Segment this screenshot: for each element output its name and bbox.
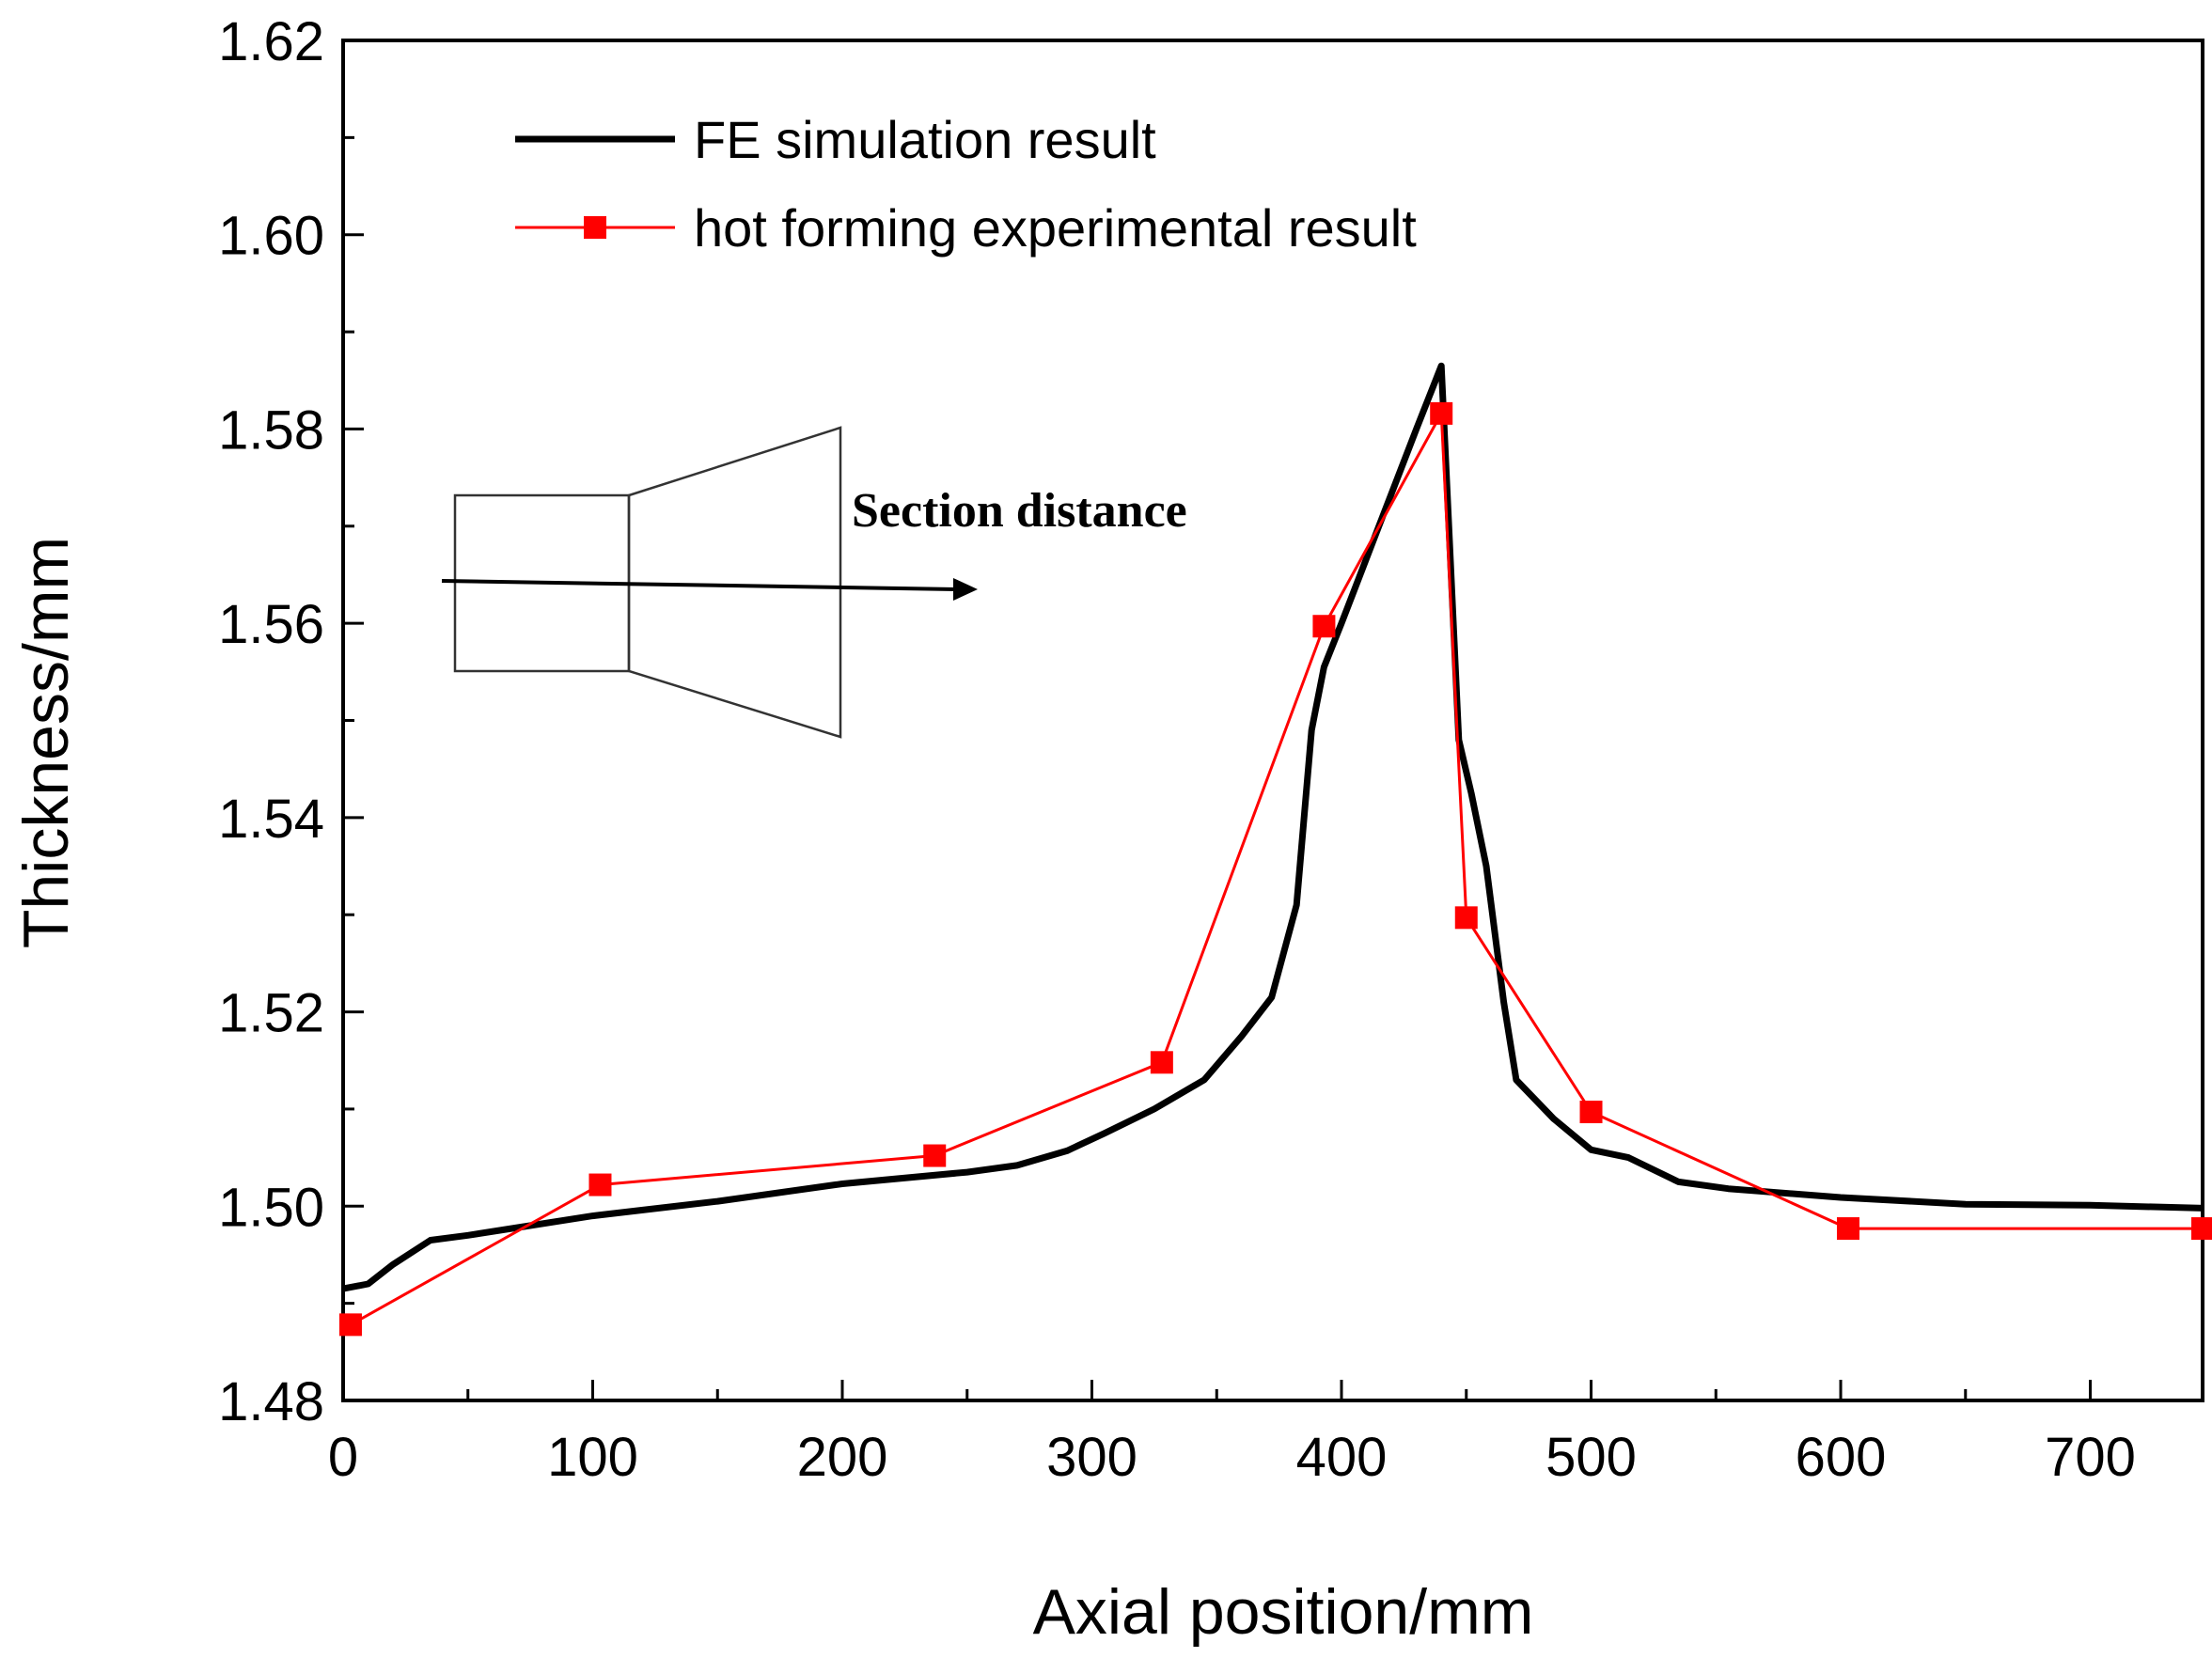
x-tick-label: 0	[328, 1427, 358, 1488]
legend-label-exp: hot forming experimental result	[694, 198, 1417, 258]
y-tick-label: 1.60	[218, 206, 324, 267]
x-tick-label: 100	[547, 1427, 638, 1488]
x-tick-label: 200	[797, 1427, 888, 1488]
y-tick-label: 1.50	[218, 1177, 324, 1238]
x-axis-label: Axial position/mm	[1033, 1576, 1534, 1648]
data-point-experimental	[1454, 906, 1478, 930]
section-arrow-line	[441, 579, 958, 591]
y-tick-label: 1.56	[218, 594, 324, 655]
section-distance-label: Section distance	[852, 484, 1187, 538]
x-tick-label: 700	[2045, 1427, 2136, 1488]
legend-marker-exp	[584, 216, 606, 239]
x-tick-labels: 0 100 200 300 400 500 600 700	[328, 1427, 2136, 1488]
data-point-experimental	[1430, 401, 1453, 425]
x-tick-label: 500	[1545, 1427, 1637, 1488]
y-tick-label: 1.62	[218, 11, 324, 72]
x-tick-label: 600	[1796, 1427, 1887, 1488]
y-tick-label: 1.58	[218, 399, 324, 461]
legend-label-fe: FE simulation result	[694, 110, 1156, 169]
series-layer	[338, 362, 2212, 1337]
y-tick-label: 1.54	[218, 789, 324, 850]
data-point-experimental	[588, 1173, 612, 1197]
y-tick-labels: 1.48 1.50 1.52 1.54 1.56 1.58 1.60 1.62	[218, 11, 324, 1432]
section-arrow	[441, 578, 978, 601]
data-point-experimental	[1150, 1051, 1173, 1074]
y-tick-label: 1.52	[218, 983, 324, 1044]
section-arrow-head-icon	[953, 578, 978, 601]
legend: FE simulation result hot forming experim…	[515, 110, 1417, 258]
x-tick-label: 400	[1296, 1427, 1388, 1488]
series-line-fe-simulation	[342, 362, 2204, 1292]
data-point-experimental	[338, 1313, 362, 1337]
data-point-experimental	[1312, 615, 1336, 638]
data-point-experimental	[1579, 1101, 1603, 1124]
data-point-experimental	[923, 1144, 947, 1167]
inset-cone-section	[627, 426, 842, 739]
tick-marks	[341, 39, 2093, 1402]
x-tick-label: 300	[1046, 1427, 1137, 1488]
series-line-experimental	[350, 412, 2203, 1326]
data-point-experimental	[1836, 1217, 1859, 1241]
data-point-experimental	[2191, 1217, 2212, 1241]
y-axis-label: Thickness/mm	[10, 537, 82, 948]
y-tick-label: 1.48	[218, 1371, 324, 1432]
